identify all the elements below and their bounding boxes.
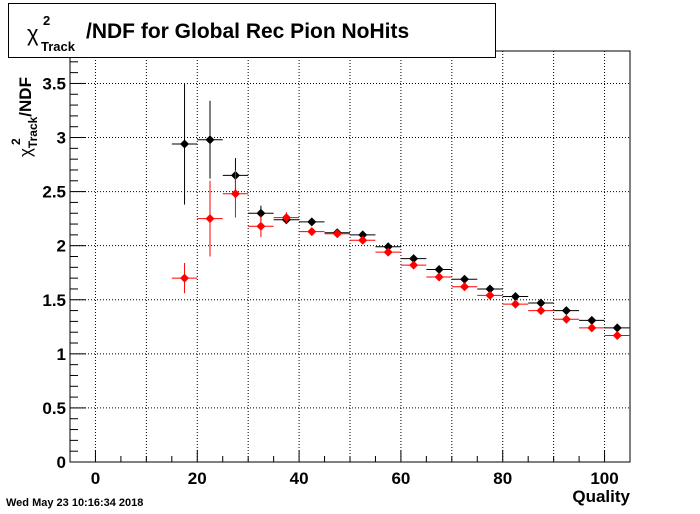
svg-text:χTrack/NDF: χTrack/NDF: [16, 77, 40, 157]
y-tick-label: 3.5: [42, 74, 66, 93]
y-tick-label: 0.5: [42, 399, 66, 418]
data-point: [426, 272, 452, 282]
diamond-marker: [205, 214, 215, 224]
grid-lines: [70, 51, 630, 462]
chart-title-sup: 2: [43, 13, 50, 28]
data-point: [502, 292, 529, 302]
diamond-marker: [256, 221, 266, 231]
data-point: [477, 290, 503, 300]
data-point: [350, 230, 376, 240]
diamond-marker: [256, 208, 266, 218]
data-point: [604, 330, 630, 340]
y-tick-label: 1.5: [42, 291, 66, 310]
data-point: [528, 298, 554, 308]
diamond-marker: [358, 235, 368, 245]
title-box: χ 2 Track /NDF for Global Rec Pion NoHit…: [8, 3, 496, 58]
series-2: [171, 169, 630, 340]
y-tick-label: 2: [57, 237, 66, 256]
x-tick-label: 20: [188, 469, 207, 488]
data-points: [171, 83, 630, 340]
diamond-marker: [434, 272, 444, 282]
diamond-marker: [612, 330, 622, 340]
diamond-marker: [383, 242, 393, 252]
plot-frame: [69, 50, 631, 463]
data-point: [528, 306, 554, 316]
diamond-marker: [180, 273, 190, 283]
y-axis-label-suffix: /NDF: [16, 77, 35, 117]
data-point: [579, 323, 605, 333]
diamond-marker: [460, 282, 470, 292]
chart-title-sub: Track: [41, 39, 76, 54]
diamond-marker: [561, 314, 571, 324]
x-tick-label: 60: [391, 469, 410, 488]
diamond-marker: [205, 135, 215, 145]
y-tick-label: 0: [57, 453, 66, 472]
x-tick-label: 0: [91, 469, 100, 488]
y-tick-label: 1: [57, 345, 66, 364]
data-point: [502, 299, 529, 309]
data-point: [222, 169, 249, 218]
data-point: [451, 274, 478, 284]
y-axis-label: χTrack/NDF 2: [9, 77, 40, 157]
x-axis-label: Quality: [572, 487, 630, 506]
x-tick-label: 100: [590, 469, 618, 488]
data-point: [299, 217, 325, 227]
data-point: [451, 282, 478, 292]
data-point: [273, 212, 300, 223]
diamond-marker: [409, 254, 419, 264]
diamond-marker: [510, 292, 520, 302]
diamond-marker: [510, 299, 520, 309]
diamond-marker: [612, 323, 622, 333]
data-point: [197, 100, 223, 179]
diamond-marker: [587, 315, 597, 325]
data-point: [375, 247, 401, 257]
data-point: [579, 315, 605, 325]
diamond-marker: [332, 229, 342, 239]
data-point: [553, 314, 580, 324]
diamond-marker: [409, 260, 419, 270]
data-point: [477, 284, 503, 294]
diamond-marker: [358, 230, 368, 240]
chart-title-prefix: χ: [27, 21, 39, 46]
data-point: [197, 180, 223, 257]
y-tick-label: 3: [57, 129, 66, 148]
data-point: [248, 215, 274, 238]
x-tick-label: 80: [493, 469, 512, 488]
diamond-marker: [434, 264, 444, 274]
data-point: [426, 264, 452, 274]
data-point: [553, 306, 580, 316]
data-point: [171, 262, 198, 294]
chart-title-main: /NDF for Global Rec Pion NoHits: [86, 20, 409, 43]
diamond-marker: [485, 284, 495, 294]
y-axis-label-prefix: χ: [16, 148, 35, 157]
diamond-marker: [307, 227, 317, 237]
data-point: [400, 254, 427, 264]
data-point: [299, 227, 325, 237]
diamond-marker: [281, 213, 291, 223]
diamond-marker: [587, 323, 597, 333]
data-point: [400, 260, 427, 270]
y-tick-label: 2.5: [42, 183, 66, 202]
diamond-marker: [307, 217, 317, 227]
data-point: [171, 83, 198, 205]
diamond-marker: [230, 189, 240, 199]
diamond-marker: [180, 139, 190, 149]
data-point: [324, 229, 350, 239]
data-point: [350, 235, 376, 245]
x-tick-label: 40: [290, 469, 309, 488]
tick-labels: 0 0.5 1 1.5 2 2.5 3 3.5 0 20 40 60 80 100: [42, 74, 618, 488]
diamond-marker: [383, 247, 393, 257]
diamond-marker: [460, 274, 470, 284]
diamond-marker: [536, 298, 546, 308]
axis-ticks: [70, 50, 631, 463]
diamond-marker: [485, 290, 495, 300]
y-axis-label-sup: 2: [9, 138, 23, 145]
diamond-marker: [561, 306, 571, 316]
timestamp: Wed May 23 10:16:34 2018: [6, 497, 144, 509]
data-point: [604, 323, 630, 333]
diamond-marker: [536, 306, 546, 316]
y-axis-label-sub: Track: [26, 116, 40, 148]
